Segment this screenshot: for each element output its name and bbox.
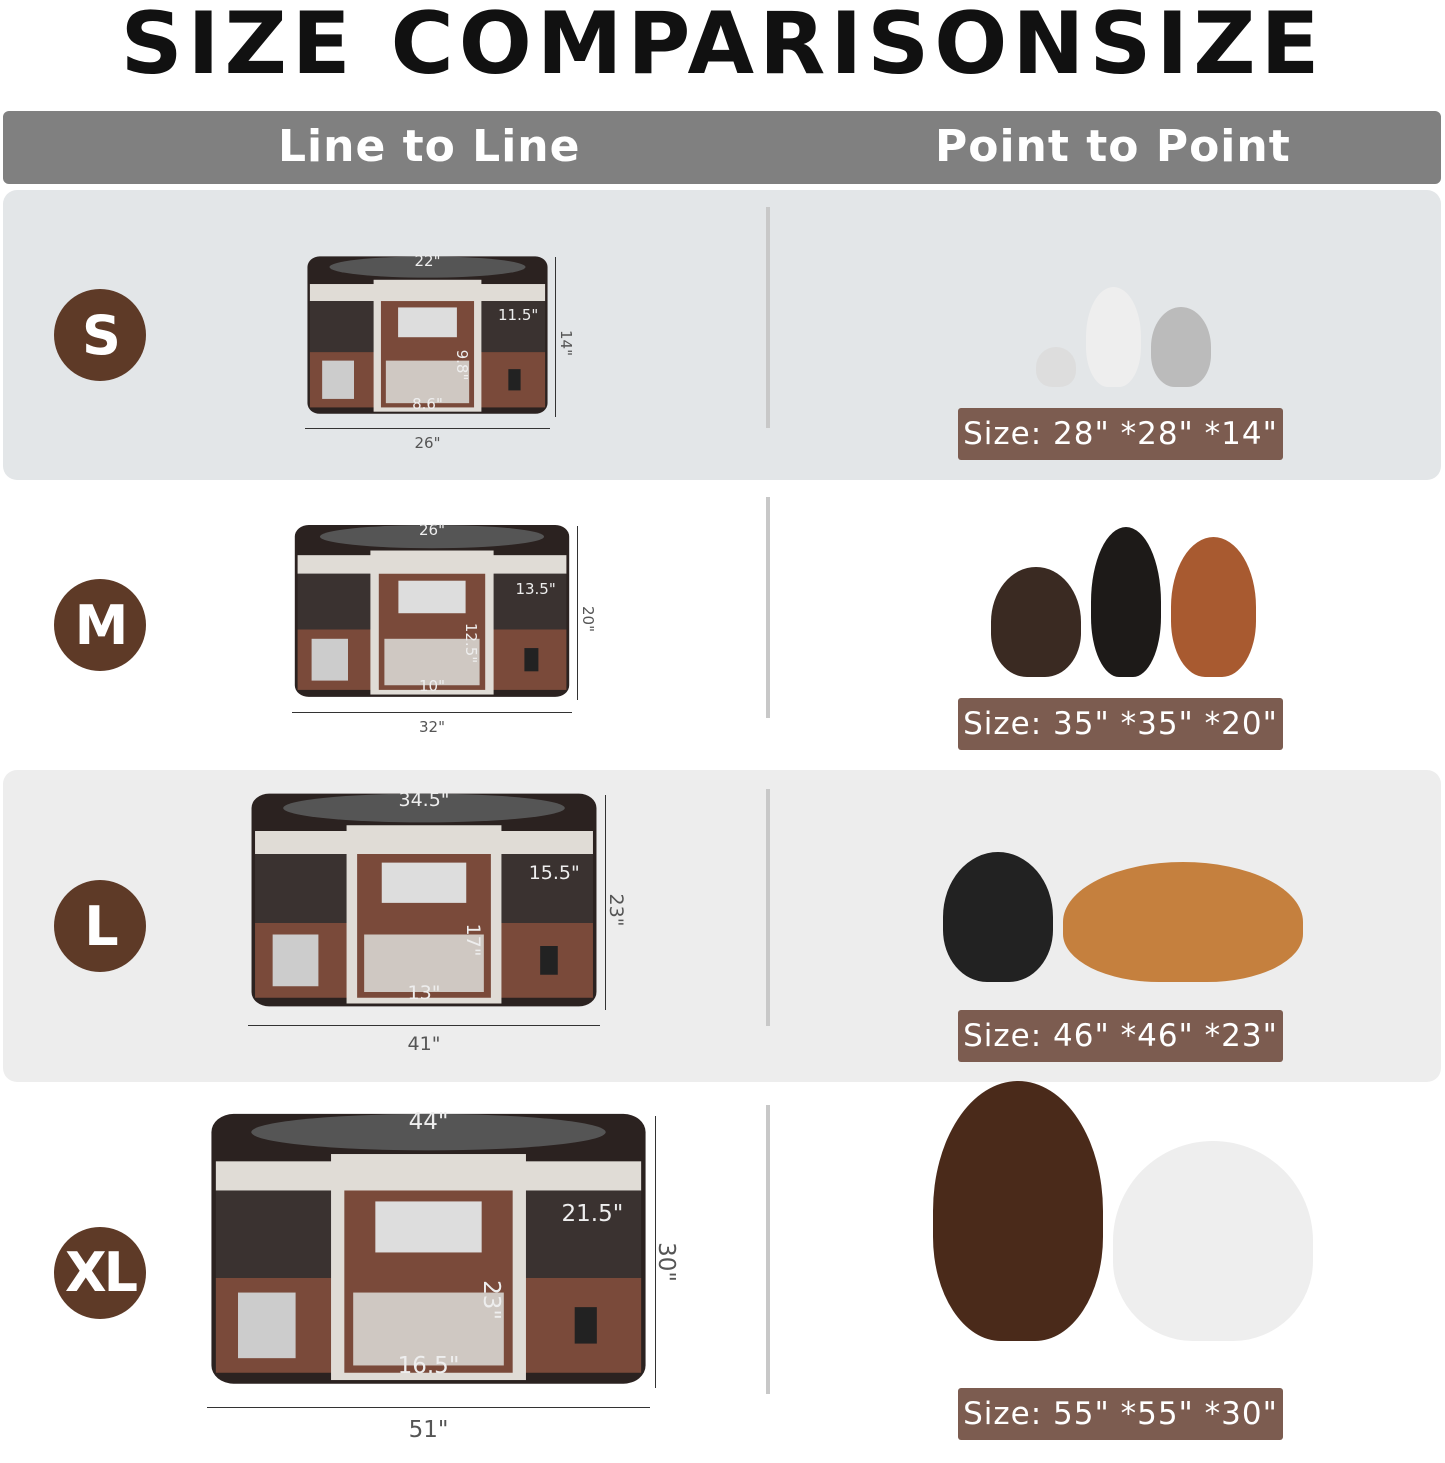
pet-icon bbox=[1085, 287, 1141, 388]
divider bbox=[766, 207, 770, 428]
playpen-icon bbox=[251, 793, 597, 1007]
size-badge: M bbox=[54, 579, 146, 671]
size-badge: S bbox=[54, 289, 146, 381]
door-height-label: 12.5" bbox=[462, 623, 481, 664]
size-badge: XL bbox=[54, 1226, 146, 1319]
divider bbox=[766, 497, 770, 718]
divider bbox=[766, 788, 770, 1026]
playpen-icon bbox=[294, 524, 570, 697]
width-label: 51" bbox=[408, 1417, 449, 1444]
size-badge: L bbox=[54, 880, 146, 972]
header-bar: Line to Line Point to Point bbox=[3, 111, 1441, 184]
size-label: Size: 55" *55" *30" bbox=[958, 1388, 1283, 1440]
large-dogs-icon bbox=[903, 789, 1343, 983]
height-dimension-line bbox=[605, 795, 606, 1010]
width-dimension-line bbox=[292, 711, 572, 713]
side-width-label: 15.5" bbox=[528, 861, 580, 884]
width-dimension-line bbox=[305, 427, 550, 429]
height-dimension-line bbox=[577, 526, 578, 700]
height-label: 20" bbox=[579, 606, 597, 632]
width-dimension-line bbox=[248, 1025, 600, 1026]
size-row-xl: XL 44" 21.5" 23" 16.5" 30" 51" Size: 55"… bbox=[3, 1081, 1441, 1463]
width-dimension-line bbox=[207, 1407, 650, 1409]
pet-icon bbox=[1035, 347, 1076, 388]
width-label: 41" bbox=[407, 1033, 441, 1055]
size-label: Size: 35" *35" *20" bbox=[958, 698, 1283, 750]
medium-dogs-icon bbox=[903, 497, 1343, 678]
pet-icon bbox=[933, 1081, 1103, 1342]
height-dimension-line bbox=[655, 1115, 656, 1389]
header-point-to-point: Point to Point bbox=[935, 121, 1291, 172]
width-label: 32" bbox=[419, 717, 445, 736]
pet-icon bbox=[1090, 527, 1161, 678]
pet-icon bbox=[1150, 307, 1211, 388]
size-label: Size: 28" *28" *14" bbox=[958, 408, 1283, 460]
playpen-illustration: 26" 13.5" 12.5" 10" 20" 32" bbox=[292, 518, 597, 736]
pet-icon bbox=[943, 852, 1053, 983]
giant-dogs-icon bbox=[903, 1081, 1343, 1342]
door-height-label: 9.8" bbox=[452, 349, 471, 381]
size-row-l: L 34.5" 15.5" 17" 13" 23" 41" Size: 46" … bbox=[3, 770, 1441, 1082]
playpen-illustration: 34.5" 15.5" 17" 13" 23" 41" bbox=[248, 785, 627, 1055]
side-width-label: 11.5" bbox=[497, 305, 539, 324]
door-width-label: 8.6" bbox=[412, 394, 443, 413]
size-label: Size: 46" *46" *23" bbox=[958, 1010, 1283, 1062]
pet-icon bbox=[1170, 537, 1256, 678]
height-dimension-line bbox=[555, 257, 556, 417]
width-label: 26" bbox=[414, 433, 441, 452]
height-label: 30" bbox=[653, 1241, 679, 1282]
playpen-icon bbox=[211, 1113, 646, 1384]
side-width-label: 21.5" bbox=[561, 1200, 624, 1227]
header-line-to-line: Line to Line bbox=[278, 121, 581, 172]
door-height-label: 23" bbox=[477, 1279, 504, 1320]
small-pets-icon bbox=[903, 207, 1343, 388]
size-row-m: M 26" 13.5" 12.5" 10" 20" 32" Size: 35" … bbox=[3, 480, 1441, 770]
playpen-icon bbox=[307, 256, 548, 414]
door-height-label: 17" bbox=[462, 923, 485, 957]
playpen-illustration: 44" 21.5" 23" 16.5" 30" 51" bbox=[207, 1103, 679, 1443]
divider bbox=[766, 1104, 770, 1395]
pet-icon bbox=[990, 567, 1081, 678]
pet-icon bbox=[1063, 862, 1303, 983]
door-width-label: 10" bbox=[419, 676, 445, 695]
height-label: 23" bbox=[605, 893, 627, 927]
door-width-label: 13" bbox=[407, 981, 441, 1004]
pet-icon bbox=[1113, 1141, 1313, 1342]
top-diameter-label: 44" bbox=[408, 1109, 449, 1136]
page-title: SIZE COMPARISONSIZE bbox=[120, 0, 1325, 94]
height-label: 14" bbox=[557, 329, 575, 356]
side-width-label: 13.5" bbox=[515, 579, 556, 598]
door-width-label: 16.5" bbox=[397, 1353, 460, 1380]
top-diameter-label: 22" bbox=[414, 252, 441, 271]
top-diameter-label: 26" bbox=[419, 521, 445, 540]
top-diameter-label: 34.5" bbox=[398, 789, 450, 811]
size-row-s: S 22" 11.5" 9.8" 8.6" 14" 26" Size: 28" … bbox=[3, 190, 1441, 480]
playpen-illustration: 22" 11.5" 9.8" 8.6" 14" 26" bbox=[305, 250, 575, 452]
